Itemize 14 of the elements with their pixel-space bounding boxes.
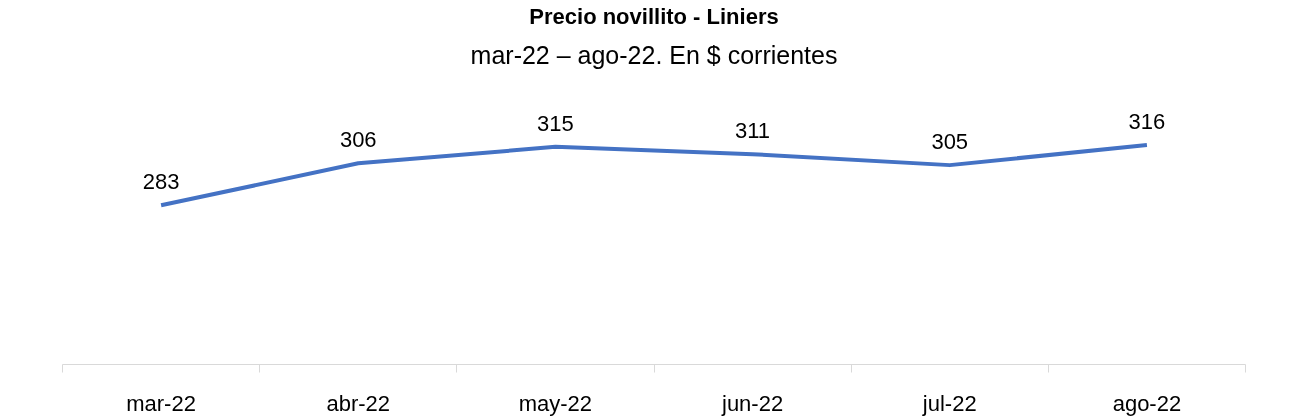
x-tick-label: may-22 <box>518 390 593 416</box>
x-tick-label: jun-22 <box>721 390 784 416</box>
x-tick-label: mar-22 <box>126 390 196 416</box>
data-label: 311 <box>735 118 771 144</box>
data-label: 305 <box>931 129 969 155</box>
data-label: 315 <box>537 110 574 136</box>
chart-title: Precio novillito - Liniers <box>529 3 779 29</box>
data-label: 316 <box>1128 109 1166 135</box>
data-label: 283 <box>142 169 180 195</box>
data-label: 306 <box>339 127 377 153</box>
chart-subtitle: mar-22 – ago-22. En $ corrientes <box>470 40 838 69</box>
x-tick-label: abr-22 <box>326 390 391 416</box>
x-tick-label: ago-22 <box>1112 390 1182 416</box>
x-tick-label: jul-22 <box>921 390 977 416</box>
